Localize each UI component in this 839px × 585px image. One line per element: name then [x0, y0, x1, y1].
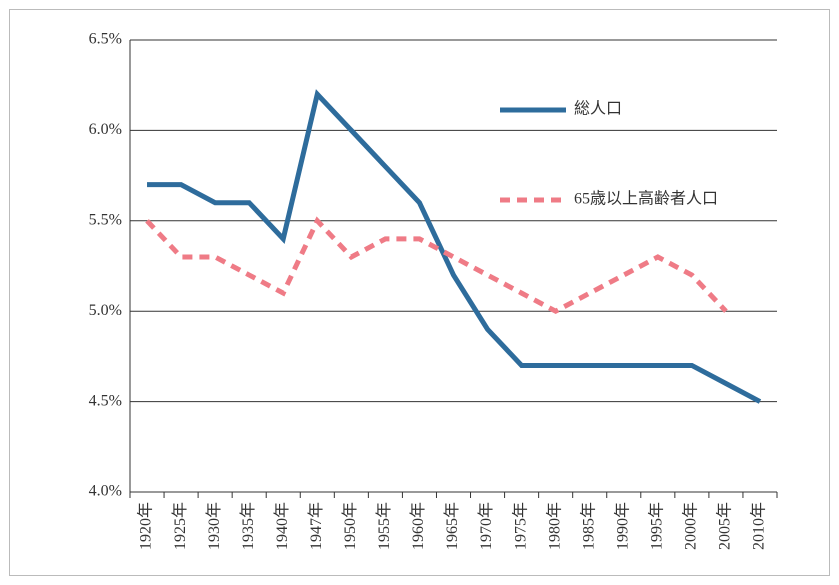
- series-line: [145, 216, 728, 315]
- x-tick-label: 1990年: [613, 502, 631, 550]
- x-tick-label: 1960年: [409, 502, 427, 550]
- series-line: [147, 89, 762, 404]
- legend-label: 総人口: [574, 100, 622, 118]
- y-tick-label: 6.5%: [89, 31, 122, 48]
- x-tick-label: 1940年: [273, 502, 291, 550]
- x-tick-label: 1970年: [477, 502, 495, 550]
- y-tick-label: 5.0%: [89, 302, 122, 319]
- y-tick-label: 6.0%: [89, 121, 122, 138]
- y-tick-label: 4.0%: [89, 483, 122, 500]
- legend-label: 65歳以上高齢者人口: [574, 190, 718, 208]
- frame: [9, 9, 830, 576]
- x-tick-label: 1930年: [205, 502, 223, 550]
- y-tick-label: 4.5%: [89, 392, 122, 409]
- x-tick-label: 1995年: [647, 502, 665, 550]
- x-tick-label: 1955年: [375, 502, 393, 550]
- x-tick-label: 1920年: [137, 502, 155, 550]
- x-tick-label: 1980年: [545, 502, 563, 550]
- x-tick-label: 1965年: [443, 502, 461, 550]
- x-tick-label: 1947年: [307, 502, 325, 550]
- x-tick-label: 1975年: [511, 502, 529, 550]
- x-tick-label: 2010年: [750, 502, 768, 550]
- x-tick-label: 1985年: [579, 502, 597, 550]
- x-tick-label: 2000年: [682, 502, 700, 550]
- x-tick-label: 1935年: [239, 502, 257, 550]
- x-tick-label: 1925年: [171, 502, 189, 550]
- x-tick-label: 2005年: [716, 502, 734, 550]
- y-tick-label: 5.5%: [89, 211, 122, 228]
- x-tick-label: 1950年: [341, 502, 359, 550]
